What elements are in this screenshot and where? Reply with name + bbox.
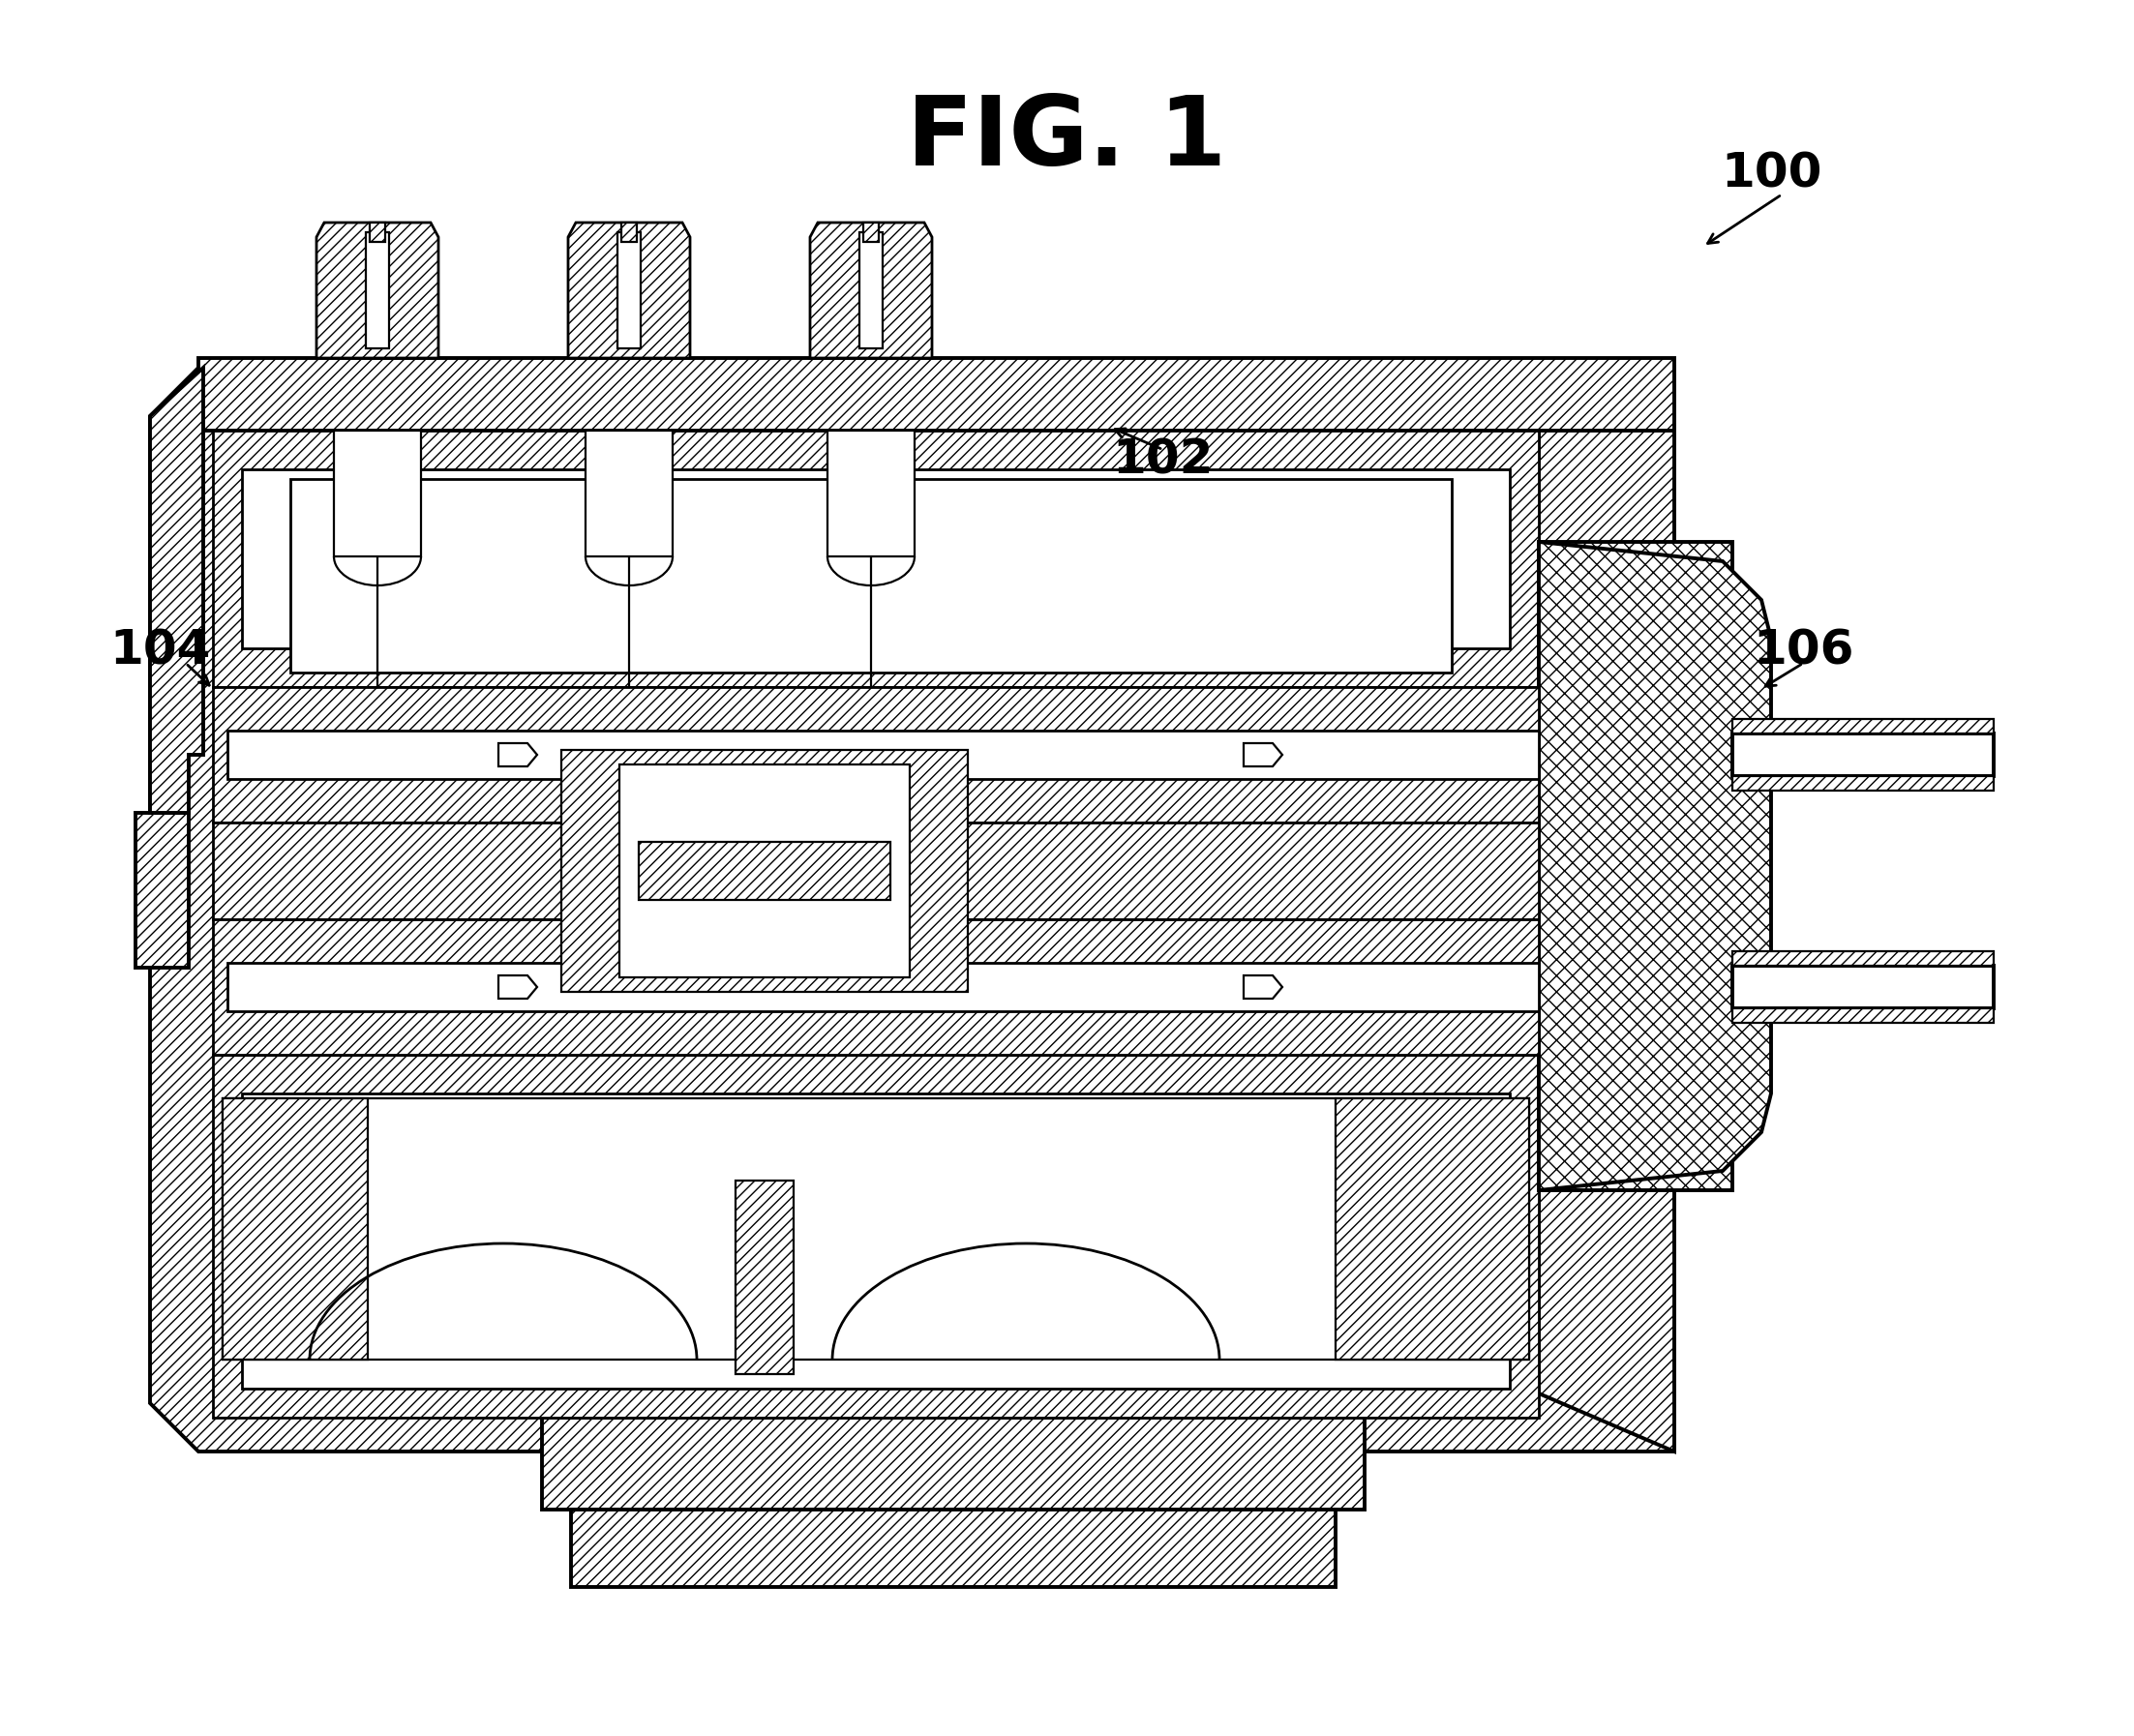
Bar: [1733, 1009, 1993, 1023]
Bar: [241, 1094, 1509, 1389]
Bar: [222, 1099, 1530, 1359]
Bar: [561, 750, 969, 991]
Polygon shape: [149, 368, 1675, 1451]
Text: FIG. 1: FIG. 1: [907, 92, 1227, 186]
Bar: [585, 431, 672, 557]
Bar: [1539, 542, 1733, 1191]
Bar: [542, 1418, 1364, 1510]
Bar: [228, 963, 1539, 1010]
Polygon shape: [149, 368, 203, 812]
Polygon shape: [1244, 743, 1283, 766]
Bar: [617, 233, 640, 349]
Bar: [222, 1099, 367, 1359]
Bar: [365, 233, 388, 349]
Polygon shape: [864, 222, 879, 241]
Bar: [213, 823, 1539, 920]
Polygon shape: [134, 812, 188, 967]
Text: 106: 106: [1752, 628, 1854, 674]
Bar: [1733, 776, 1993, 790]
Bar: [290, 479, 1451, 672]
Polygon shape: [1539, 542, 1771, 1191]
Text: 102: 102: [1112, 437, 1214, 483]
Text: 104: 104: [109, 628, 211, 674]
Polygon shape: [621, 222, 636, 241]
Bar: [619, 764, 909, 977]
Bar: [198, 358, 1675, 431]
Polygon shape: [568, 222, 689, 358]
Bar: [213, 920, 1539, 1055]
Bar: [1733, 734, 1993, 776]
Bar: [1733, 951, 1993, 965]
Bar: [213, 1055, 1539, 1418]
Bar: [1336, 1099, 1530, 1359]
Bar: [1733, 965, 1993, 1009]
Bar: [241, 469, 1509, 648]
Polygon shape: [1244, 976, 1283, 998]
Polygon shape: [499, 976, 538, 998]
Bar: [572, 1510, 1336, 1587]
Bar: [736, 1180, 794, 1375]
Bar: [1733, 719, 1993, 734]
Bar: [228, 731, 1539, 779]
Bar: [333, 431, 420, 557]
Polygon shape: [316, 222, 437, 358]
Bar: [638, 842, 890, 899]
Text: 100: 100: [1720, 151, 1822, 196]
Bar: [860, 233, 883, 349]
Bar: [213, 687, 1539, 823]
Bar: [828, 431, 915, 557]
Polygon shape: [811, 222, 933, 358]
Bar: [213, 431, 1539, 687]
Polygon shape: [499, 743, 538, 766]
Polygon shape: [1539, 368, 1675, 1451]
Polygon shape: [369, 222, 384, 241]
